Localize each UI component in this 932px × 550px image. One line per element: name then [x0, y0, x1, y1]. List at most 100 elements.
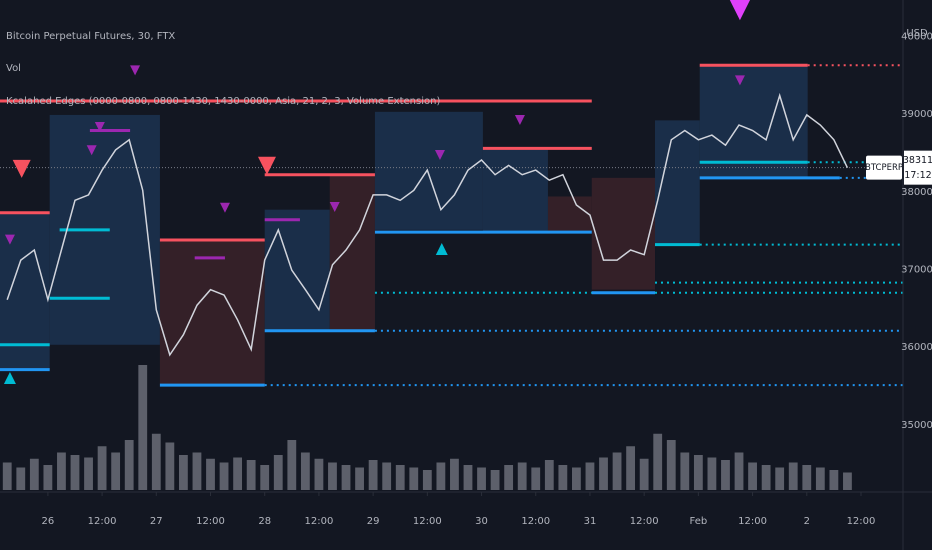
- x-tick-label: 12:00: [413, 516, 442, 527]
- signal-marker: [729, 0, 751, 21]
- plot-area: [0, 0, 903, 490]
- signal-marker: [434, 149, 445, 160]
- volume-bar: [639, 458, 649, 490]
- signal-marker: [734, 75, 745, 86]
- volume-bar: [788, 462, 798, 490]
- x-tick-label: Feb: [690, 516, 708, 527]
- volume-bar: [829, 470, 839, 490]
- volume-bar: [314, 458, 324, 490]
- volume-bar: [612, 452, 622, 490]
- volume-bar: [707, 457, 717, 490]
- signal-marker: [12, 159, 31, 178]
- volume-bar: [802, 465, 812, 490]
- volume-bar: [368, 460, 378, 490]
- x-tick-label: 12:00: [305, 516, 334, 527]
- volume-bar: [395, 465, 405, 490]
- volume-label: Vol: [6, 63, 21, 74]
- x-tick-label: 2: [804, 516, 810, 527]
- y-tick-label: 37000: [901, 264, 932, 275]
- y-tick-label: 38000: [901, 187, 932, 198]
- volume-bar: [219, 462, 229, 490]
- price-tag-countdown: 17:12: [904, 170, 931, 181]
- volume-bar: [355, 467, 364, 490]
- volume-bar: [721, 460, 730, 490]
- volume-bar: [178, 455, 188, 490]
- volume-bar: [382, 462, 392, 490]
- signal-marker: [3, 371, 16, 384]
- session-box: [699, 65, 808, 178]
- volume-bar: [192, 452, 202, 490]
- price-tag-value: 38311: [903, 155, 932, 166]
- session-box: [482, 148, 548, 233]
- volume-bar: [558, 465, 568, 490]
- volume-bar: [422, 470, 432, 490]
- x-tick-label: 12:00: [196, 516, 225, 527]
- indicator-label: Kcalahed Edges (0000-0800, 0800-1430, 14…: [6, 96, 440, 107]
- volume-bar: [409, 467, 419, 490]
- volume-bar: [111, 452, 121, 490]
- volume-bar: [341, 465, 351, 490]
- signal-marker: [86, 145, 97, 156]
- volume-bar: [775, 467, 785, 490]
- volume-bar: [626, 446, 636, 490]
- volume-bar: [450, 458, 459, 490]
- volume-bar: [84, 457, 93, 490]
- volume-bar: [246, 460, 256, 490]
- session-box: [591, 177, 656, 290]
- volume-bar: [151, 433, 161, 490]
- volume-bar: [328, 462, 337, 490]
- session-box: [264, 209, 330, 331]
- signal-marker: [514, 115, 525, 126]
- volume-bar: [734, 452, 744, 490]
- volume-bar: [70, 455, 80, 490]
- volume-bar: [57, 452, 66, 490]
- x-tick-label: 12:00: [88, 516, 117, 527]
- volume-bar: [680, 452, 690, 490]
- volume-bar: [2, 462, 12, 490]
- signal-marker: [130, 65, 141, 76]
- symbol-tag: [866, 155, 902, 180]
- volume-bar: [206, 458, 215, 490]
- x-tick-label: 27: [150, 516, 163, 527]
- x-tick-label: 12:00: [630, 516, 659, 527]
- volume-bar: [693, 455, 703, 490]
- volume-bar: [666, 440, 676, 490]
- signal-marker: [219, 202, 230, 213]
- volume-bar: [287, 440, 297, 490]
- volume-bar: [748, 462, 757, 490]
- signal-marker: [435, 243, 448, 256]
- volume-bar: [260, 465, 270, 490]
- volume-bar: [843, 472, 852, 490]
- volume-bar: [571, 467, 581, 490]
- signal-marker: [329, 201, 340, 212]
- volume-bar: [815, 467, 825, 490]
- volume-bar: [43, 465, 53, 490]
- volume-bar: [16, 467, 26, 490]
- signal-marker: [94, 122, 105, 133]
- y-tick-label: 39000: [901, 109, 932, 120]
- volume-bar: [29, 458, 39, 490]
- volume-bar: [436, 462, 446, 490]
- session-box: [329, 174, 375, 331]
- volume-bar: [300, 452, 310, 490]
- chart-title: Bitcoin Perpetual Futures, 30, FTX: [6, 31, 175, 42]
- volume-bar: [531, 467, 541, 490]
- volume-bar: [544, 460, 554, 490]
- y-tick-label: 40000: [901, 31, 932, 42]
- session-box: [547, 196, 592, 233]
- x-tick-label: 12:00: [847, 516, 876, 527]
- currency-label: USD: [906, 28, 928, 39]
- x-tick-label: 30: [475, 516, 488, 527]
- signal-marker: [4, 234, 15, 245]
- volume-bar: [463, 465, 473, 490]
- session-box: [374, 111, 483, 230]
- volume-bar: [477, 467, 486, 490]
- volume-bar: [165, 442, 175, 490]
- volume-bar: [761, 465, 771, 490]
- session-box: [159, 239, 265, 386]
- x-tick-label: 28: [258, 516, 271, 527]
- volume-bar: [517, 462, 527, 490]
- volume-bar: [138, 365, 148, 490]
